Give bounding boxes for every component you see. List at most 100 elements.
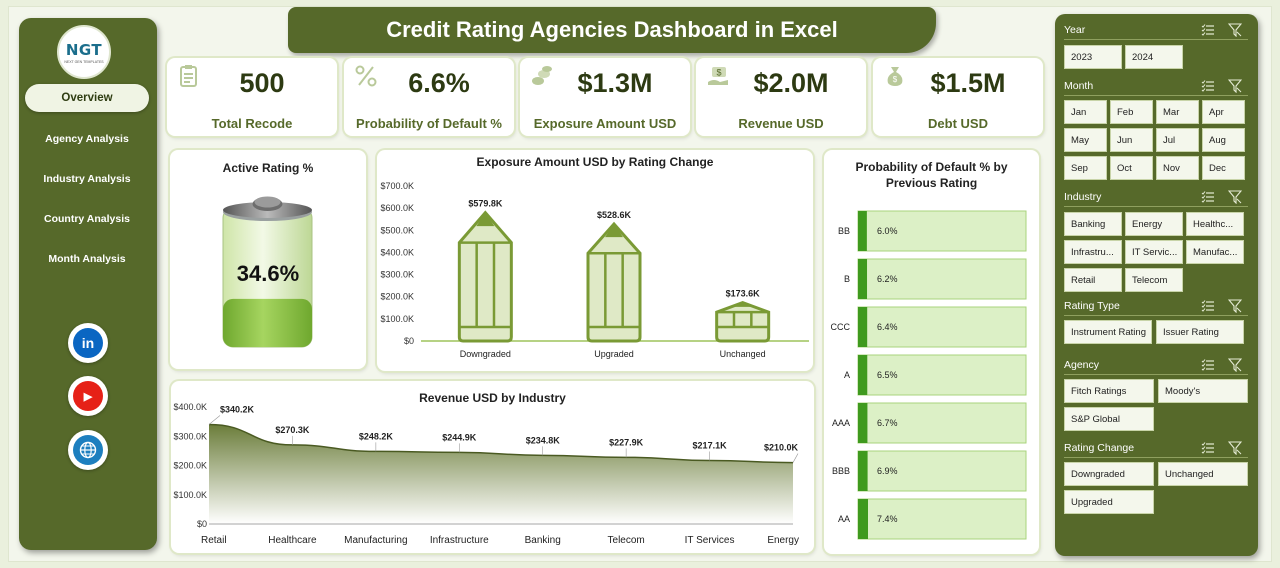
y-tick-label: BB xyxy=(838,226,850,236)
x-tick-label: Upgraded xyxy=(594,349,634,359)
kpi-label: Total Recode xyxy=(211,116,293,131)
kpi-card-exposure-amount: $1.3M Exposure Amount USD xyxy=(520,58,690,136)
svg-text:$: $ xyxy=(893,75,898,84)
y-tick-label: $300.0K xyxy=(173,431,207,441)
nav-country-analysis[interactable]: Country Analysis xyxy=(44,213,130,225)
slicer-item-rating-change[interactable]: Unchanged xyxy=(1158,462,1248,486)
x-tick-label: IT Services xyxy=(685,535,735,546)
y-tick-label: $0 xyxy=(197,519,207,529)
slicer-item-industry[interactable]: Retail xyxy=(1064,268,1122,292)
slicer-item-rating-change[interactable]: Upgraded xyxy=(1064,490,1154,514)
nav-overview[interactable]: Overview xyxy=(25,84,149,112)
data-label: $244.9K xyxy=(442,432,477,442)
data-label: $234.8K xyxy=(526,435,561,445)
slicer-item-agency[interactable]: S&P Global xyxy=(1064,407,1154,431)
active-rating-panel: Active Rating % 34.6% xyxy=(170,150,366,369)
area-series xyxy=(209,424,793,524)
slicer-item-month[interactable]: Nov xyxy=(1156,156,1199,180)
clear-filter-icon[interactable] xyxy=(1228,23,1242,37)
slicer-item-year[interactable]: 2024 xyxy=(1125,45,1183,69)
slicer-item-industry[interactable]: Telecom xyxy=(1125,268,1183,292)
slicer-item-month[interactable]: Aug xyxy=(1202,128,1245,152)
multi-select-icon[interactable] xyxy=(1201,79,1215,93)
title-banner: Credit Rating Agencies Dashboard in Exce… xyxy=(288,7,936,53)
slicer-item-year[interactable]: 2023 xyxy=(1064,45,1122,69)
slicer-header-rating-change: Rating Change xyxy=(1064,438,1248,458)
data-label: $579.8K xyxy=(468,199,503,209)
y-tick-label: $600.0K xyxy=(380,203,414,213)
slicer-item-rating-type[interactable]: Issuer Rating xyxy=(1156,320,1244,344)
bar xyxy=(715,300,771,343)
dollar-hand-icon: $ xyxy=(708,67,728,85)
kpi-value: 500 xyxy=(239,68,285,98)
slicer-item-month[interactable]: Jun xyxy=(1110,128,1153,152)
clear-filter-icon[interactable] xyxy=(1228,441,1242,455)
kpi-card-total-recode: 500 Total Recode xyxy=(167,58,337,136)
panel-title: Revenue USD by Industry xyxy=(419,391,566,405)
clear-filter-icon[interactable] xyxy=(1228,79,1242,93)
slicer-panel: Year 2023 2024 Month Jan Feb Mar Apr May Jun Jul Au… xyxy=(1055,14,1258,556)
slicer-header-rating-type: Rating Type xyxy=(1064,296,1248,316)
data-label: $248.2K xyxy=(359,431,394,441)
x-tick-label: Energy xyxy=(767,535,799,546)
data-label: $528.6K xyxy=(597,210,632,220)
slicer-item-agency[interactable]: Fitch Ratings xyxy=(1064,379,1154,403)
bar-track xyxy=(857,306,1027,348)
data-label: $340.2K xyxy=(220,404,255,414)
nav-month-analysis[interactable]: Month Analysis xyxy=(48,253,126,265)
slicer-item-industry[interactable]: Energy xyxy=(1125,212,1183,236)
slicer-item-month[interactable]: Jul xyxy=(1156,128,1199,152)
slicer-item-industry[interactable]: Banking xyxy=(1064,212,1122,236)
kpi-value: $1.5M xyxy=(930,68,1006,98)
slicer-item-month[interactable]: May xyxy=(1064,128,1107,152)
y-tick-label: CCC xyxy=(831,322,851,332)
kpi-value: 6.6% xyxy=(408,68,470,98)
kpi-card-revenue: $ $2.0M Revenue USD xyxy=(696,58,866,136)
slicer-item-month[interactable]: Oct xyxy=(1110,156,1153,180)
slicer-item-industry[interactable]: Manufac... xyxy=(1186,240,1244,264)
slicer-item-rating-type[interactable]: Instrument Rating xyxy=(1064,320,1152,344)
money-bag-icon: $ xyxy=(887,67,903,86)
slicer-item-industry[interactable]: IT Servic... xyxy=(1125,240,1183,264)
nav-agency-analysis[interactable]: Agency Analysis xyxy=(45,133,129,145)
logo: NGT NEXT GEN TEMPLATES xyxy=(57,25,111,79)
slicer-item-industry[interactable]: Healthc... xyxy=(1186,212,1244,236)
clear-filter-icon[interactable] xyxy=(1228,190,1242,204)
slicer-item-month[interactable]: Sep xyxy=(1064,156,1107,180)
x-tick-label: Healthcare xyxy=(268,535,317,546)
multi-select-icon[interactable] xyxy=(1201,299,1215,313)
multi-select-icon[interactable] xyxy=(1201,358,1215,372)
slicer-header-industry: Industry xyxy=(1064,187,1248,207)
multi-select-icon[interactable] xyxy=(1201,190,1215,204)
x-tick-label: Banking xyxy=(525,535,561,546)
exposure-chart: $0 $100.0K $200.0K $300.0K $400.0K $500.0K $60… xyxy=(380,181,809,359)
exposure-chart-panel: Exposure Amount USD by Rating Change $0 $… xyxy=(377,150,813,371)
website-button[interactable] xyxy=(68,430,108,470)
youtube-button[interactable]: ▶ xyxy=(68,376,108,416)
clear-filter-icon[interactable] xyxy=(1228,299,1242,313)
slicer-item-month[interactable]: Dec xyxy=(1202,156,1245,180)
data-label: 6.5% xyxy=(877,370,898,380)
kpi-label: Probability of Default % xyxy=(356,116,502,131)
bar xyxy=(586,221,642,343)
slicer-item-month[interactable]: Feb xyxy=(1110,100,1153,124)
slicer-item-month[interactable]: Mar xyxy=(1156,100,1199,124)
bar-track xyxy=(857,402,1027,444)
clear-filter-icon[interactable] xyxy=(1228,358,1242,372)
slicer-title: Rating Type xyxy=(1064,300,1120,312)
slicer-item-month[interactable]: Apr xyxy=(1202,100,1245,124)
slicer-item-month[interactable]: Jan xyxy=(1064,100,1107,124)
slicer-title: Month xyxy=(1064,80,1094,92)
nav-industry-analysis[interactable]: Industry Analysis xyxy=(43,173,131,185)
slicer-item-rating-change[interactable]: Downgraded xyxy=(1064,462,1154,486)
linkedin-button[interactable]: in xyxy=(68,323,108,363)
multi-select-icon[interactable] xyxy=(1201,23,1215,37)
slicer-item-agency[interactable]: Moody's xyxy=(1158,379,1248,403)
y-tick-label: $500.0K xyxy=(380,225,414,235)
panel-title: Active Rating % xyxy=(222,161,314,175)
slicer-title: Rating Change xyxy=(1064,442,1135,454)
globe-icon xyxy=(73,435,103,465)
coins-icon xyxy=(532,66,552,85)
slicer-item-industry[interactable]: Infrastru... xyxy=(1064,240,1122,264)
multi-select-icon[interactable] xyxy=(1201,441,1215,455)
